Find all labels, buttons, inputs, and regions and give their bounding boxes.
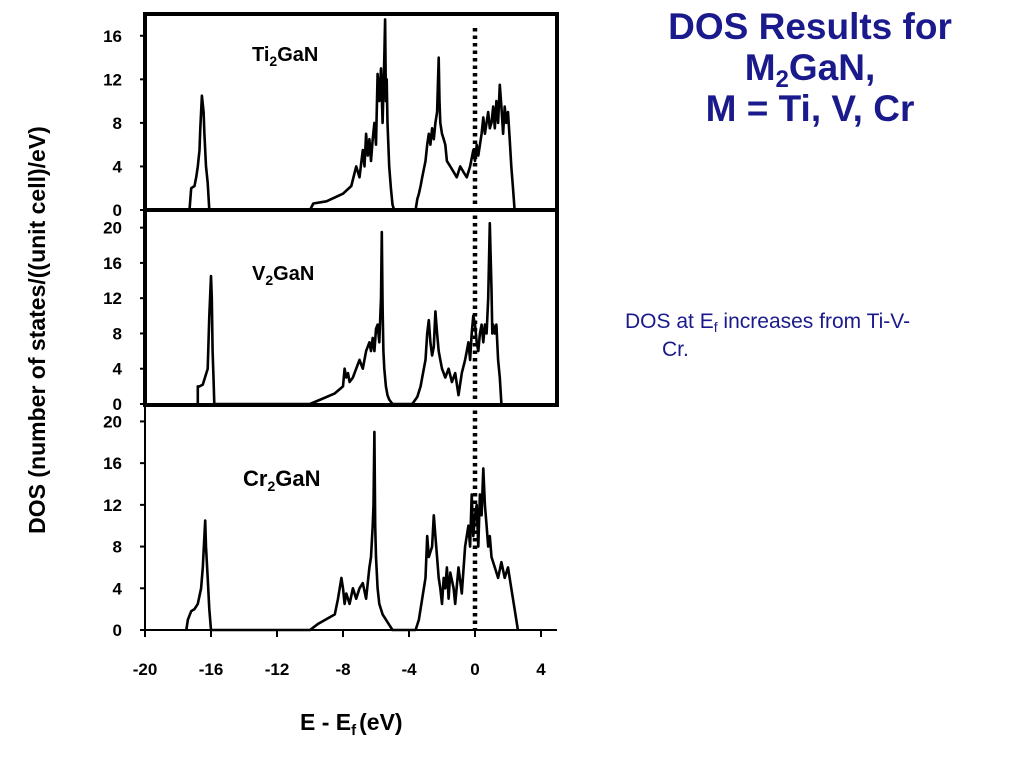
y-tick-label: 0 [113,201,122,220]
panel-label-rest: GaN [273,263,314,285]
title-line-2-sub: 2 [775,66,789,93]
panel-label: Cr2GaN [243,466,321,494]
slide-title: DOS Results for M2GaN, M = Ti, V, Cr [600,6,1020,129]
y-tick-label: 16 [103,454,122,473]
y-tick-label: 0 [113,395,122,414]
y-tick-label: 12 [103,496,122,515]
x-axis-title-main: E - E [300,709,351,735]
panel-label-element: V [252,263,266,285]
y-tick-label: 4 [113,579,123,598]
x-tick-label: -4 [401,660,417,679]
x-axis-title-sub: f [351,722,357,739]
y-tick-label: 4 [113,157,123,176]
title-line-3: M = Ti, V, Cr [705,88,915,129]
y-axis-title: DOS (number of states/((unit cell)/eV) [24,126,50,534]
y-tick-label: 12 [103,289,122,308]
panel-label: Ti2GaN [252,44,318,69]
panel-label-rest: GaN [275,466,320,491]
panel-label-element: Ti [252,44,269,66]
dos-series-line [185,430,520,632]
x-tick-label: -12 [265,660,290,679]
y-tick-label: 0 [113,621,122,640]
y-tick-label: 16 [103,27,122,46]
x-tick-label: -20 [133,660,158,679]
x-tick-label: -8 [335,660,350,679]
x-tick-label: 4 [536,660,546,679]
dos-note: DOS at Ef increases from Ti-V- Cr. [625,308,1017,364]
title-line-2: M2GaN, [600,47,1020,92]
y-tick-label: 8 [113,538,122,557]
y-tick-label: 4 [113,360,123,379]
y-tick-label: 16 [103,254,122,273]
note-line-2: Cr. [662,338,689,361]
note-sub: f [713,319,718,335]
note-prefix: DOS at E [625,310,714,333]
x-axis-title-unit: (eV) [359,709,402,735]
x-tick-label: 0 [470,660,479,679]
title-line-1: DOS Results for [668,6,952,47]
dos-series-line [188,18,516,212]
x-axis-title: E - Ef (eV) [300,709,403,739]
x-tick-label: -16 [199,660,224,679]
panel-label-element: Cr [243,466,268,491]
panel-label-rest: GaN [277,44,318,66]
panel-label: V2GaN [252,263,314,288]
panel-label-sub: 2 [265,272,273,288]
dos-series-line [196,221,503,406]
y-tick-label: 12 [103,70,122,89]
y-tick-label: 20 [103,219,122,238]
panel-label-sub: 2 [269,53,277,69]
title-line-2-rest: GaN, [788,47,876,88]
y-tick-label: 20 [103,412,122,431]
panel-label-sub: 2 [267,478,275,494]
y-tick-label: 8 [113,114,122,133]
y-tick-label: 8 [113,324,122,343]
title-line-2-main: M [744,47,776,88]
note-suffix: increases from Ti-V- [717,310,911,333]
